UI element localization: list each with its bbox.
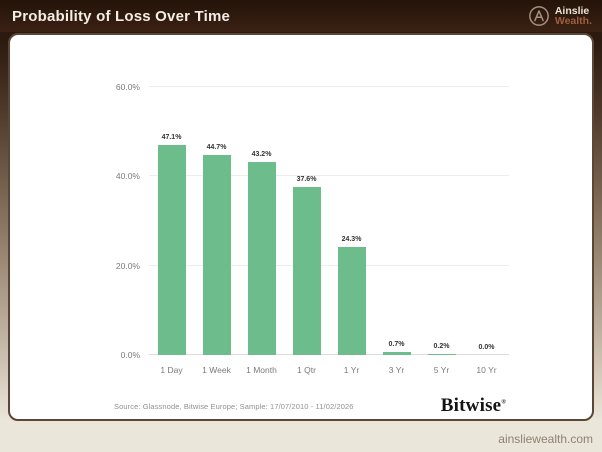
bar-slot: 43.2% <box>239 87 284 355</box>
bar <box>247 162 276 355</box>
bar <box>427 354 456 355</box>
ainslie-wealth-logo: Ainslie Wealth. <box>528 5 592 27</box>
bar-value-label: 24.3% <box>341 235 362 243</box>
bar-value-label: 44.7% <box>206 144 227 152</box>
bar-slot: 0.2% <box>419 87 464 355</box>
bar <box>202 155 231 355</box>
bar-slot: 37.6% <box>284 87 329 355</box>
y-tick-label: 0.0% <box>120 350 140 360</box>
bar-slot: 24.3% <box>329 87 374 355</box>
x-tick-label: 1 Qtr <box>297 365 316 375</box>
brand-text: Ainslie Wealth. <box>554 4 592 27</box>
plot-area: 0.0% 20.0% 40.0% 60.0% 47.1% 44.7% 43.2% 37.6% 2… <box>116 82 509 360</box>
x-tick-label: 1 Month <box>246 365 277 375</box>
bar-value-label: 43.2% <box>251 151 272 158</box>
source-note: Source: Glassnode, Bitwise Europe; Sampl… <box>114 401 354 411</box>
bar-slot: 47.1% <box>149 87 194 355</box>
bar <box>292 187 321 355</box>
page-title: Probability of Loss Over Time <box>12 7 231 25</box>
bar-slot: 0.0% <box>464 87 509 355</box>
bar-value-label: 0.2% <box>433 343 450 351</box>
bar-slot: 0.7% <box>374 87 419 355</box>
ainslie-a-monogram-icon <box>528 6 549 26</box>
y-tick-label: 40.0% <box>115 171 140 182</box>
header-bar: Probability of Loss Over Time Ainslie We… <box>0 0 602 32</box>
brand-name-line2: Wealth. <box>554 15 592 27</box>
gridline <box>149 354 509 355</box>
bitwise-logo: Bitwise® <box>441 395 506 417</box>
gridline <box>149 86 509 87</box>
card-footer: Source: Glassnode, Bitwise Europe; Sampl… <box>114 393 506 419</box>
x-tick-label: 10 Yr <box>476 365 497 375</box>
x-axis-labels: 1 Day 1 Week 1 Month 1 Qtr 1 Yr 3 Yr 5 Yr 10 Yr <box>149 365 509 375</box>
gridline <box>149 264 509 266</box>
bar-value-label: 0.0% <box>478 344 495 351</box>
x-tick-label: 1 Week <box>202 365 231 375</box>
bar-value-label: 47.1% <box>161 133 182 141</box>
bar-value-label: 37.6% <box>296 176 317 184</box>
x-tick-label: 5 Yr <box>433 365 450 375</box>
bitwise-trademark-icon: ® <box>501 399 506 406</box>
y-tick-label: 60.0% <box>115 82 140 92</box>
y-tick-label: 20.0% <box>115 260 140 271</box>
x-tick-label: 3 Yr <box>388 365 405 375</box>
brand-name-line1: Ainslie <box>554 4 590 17</box>
gridline <box>149 175 509 177</box>
website-url: ainsliewealth.com <box>498 432 593 446</box>
bar <box>157 144 186 355</box>
x-tick-label: 1 Yr <box>343 365 360 375</box>
bar <box>337 246 366 355</box>
bitwise-wordmark: Bitwise <box>440 395 502 416</box>
bar-slot: 44.7% <box>194 87 239 355</box>
x-tick-label: 1 Day <box>160 365 183 375</box>
bar <box>382 351 411 355</box>
bars-group: 47.1% 44.7% 43.2% 37.6% 24.3% 0.7% 0.2% 0.0% <box>149 87 509 355</box>
chart-card: 0.0% 20.0% 40.0% 60.0% 47.1% 44.7% 43.2% 37.6% 2… <box>8 33 594 421</box>
bar-value-label: 0.7% <box>388 340 405 348</box>
